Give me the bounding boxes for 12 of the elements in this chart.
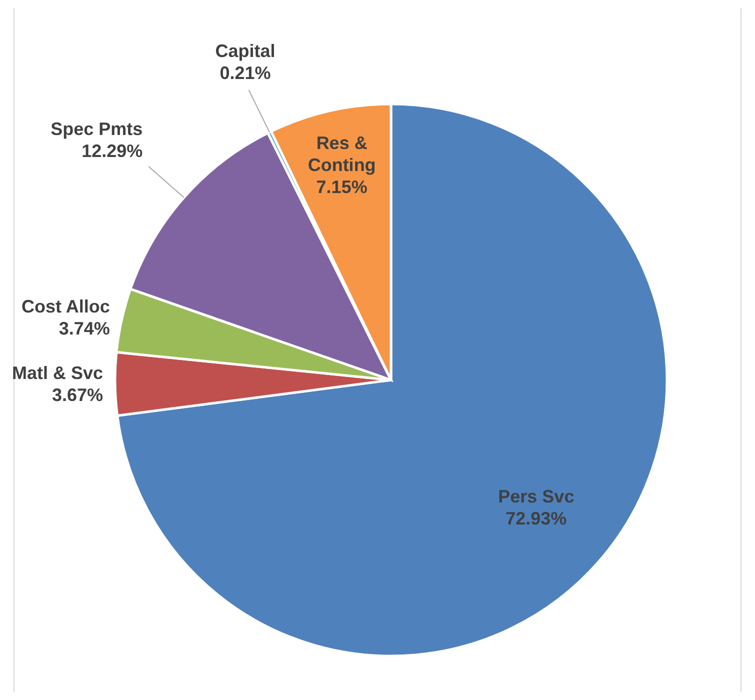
data-label: 7.15% xyxy=(316,176,368,197)
data-label: 12.29% xyxy=(82,141,143,162)
slice-label: Spec Pmts xyxy=(50,119,143,140)
slice-label: Pers Svc xyxy=(498,486,574,506)
slice-label: Res & Conting xyxy=(308,132,376,175)
data-label: 0.21% xyxy=(220,62,271,83)
data-label: 3.74% xyxy=(58,318,110,339)
slice-label: Capital xyxy=(215,40,276,61)
data-label: 3.67% xyxy=(52,385,104,406)
slice-label: Matl & Svc xyxy=(12,363,104,384)
data-label: 72.93% xyxy=(506,508,567,528)
slice-label: Cost Alloc xyxy=(22,296,110,317)
